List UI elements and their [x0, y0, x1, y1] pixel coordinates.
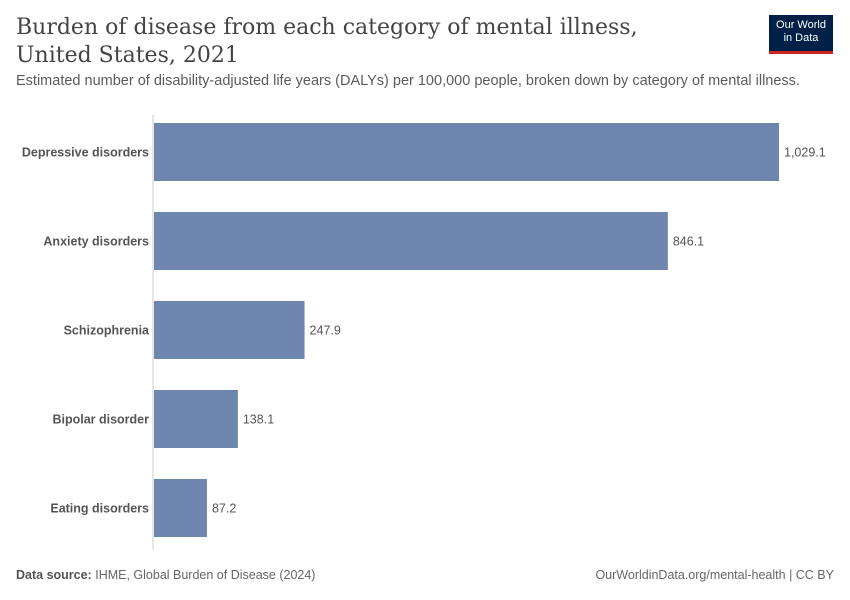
- chart-title: Burden of disease from each category of …: [16, 15, 638, 68]
- credit-link[interactable]: OurWorldinData.org/mental-health | CC BY: [595, 568, 834, 582]
- value-label: 846.1: [673, 235, 704, 249]
- bar[interactable]: [154, 212, 668, 270]
- value-label: 1,029.1: [784, 146, 826, 160]
- category-label: Depressive disorders: [22, 146, 149, 160]
- owid-logo[interactable]: Our World in Data: [769, 15, 833, 54]
- category-label: Anxiety disorders: [43, 235, 149, 249]
- value-label: 247.9: [310, 324, 341, 338]
- value-label: 138.1: [243, 413, 274, 427]
- bar[interactable]: [154, 479, 207, 537]
- category-label: Schizophrenia: [64, 324, 150, 338]
- logo-line-2: in Data: [783, 32, 819, 44]
- data-source-text[interactable]: IHME, Global Burden of Disease (2024): [95, 568, 316, 582]
- chart-subtitle: Estimated number of disability-adjusted …: [16, 73, 800, 89]
- category-label: Bipolar disorder: [52, 413, 149, 427]
- data-source-label: Data source:: [16, 568, 92, 582]
- bar[interactable]: [154, 390, 238, 448]
- category-label: Eating disorders: [50, 502, 149, 516]
- logo-line-1: Our World: [776, 19, 826, 31]
- value-label: 87.2: [212, 502, 236, 516]
- data-source: Data source: IHME, Global Burden of Dise…: [16, 568, 315, 582]
- bar[interactable]: [154, 123, 779, 181]
- bar[interactable]: [154, 301, 305, 359]
